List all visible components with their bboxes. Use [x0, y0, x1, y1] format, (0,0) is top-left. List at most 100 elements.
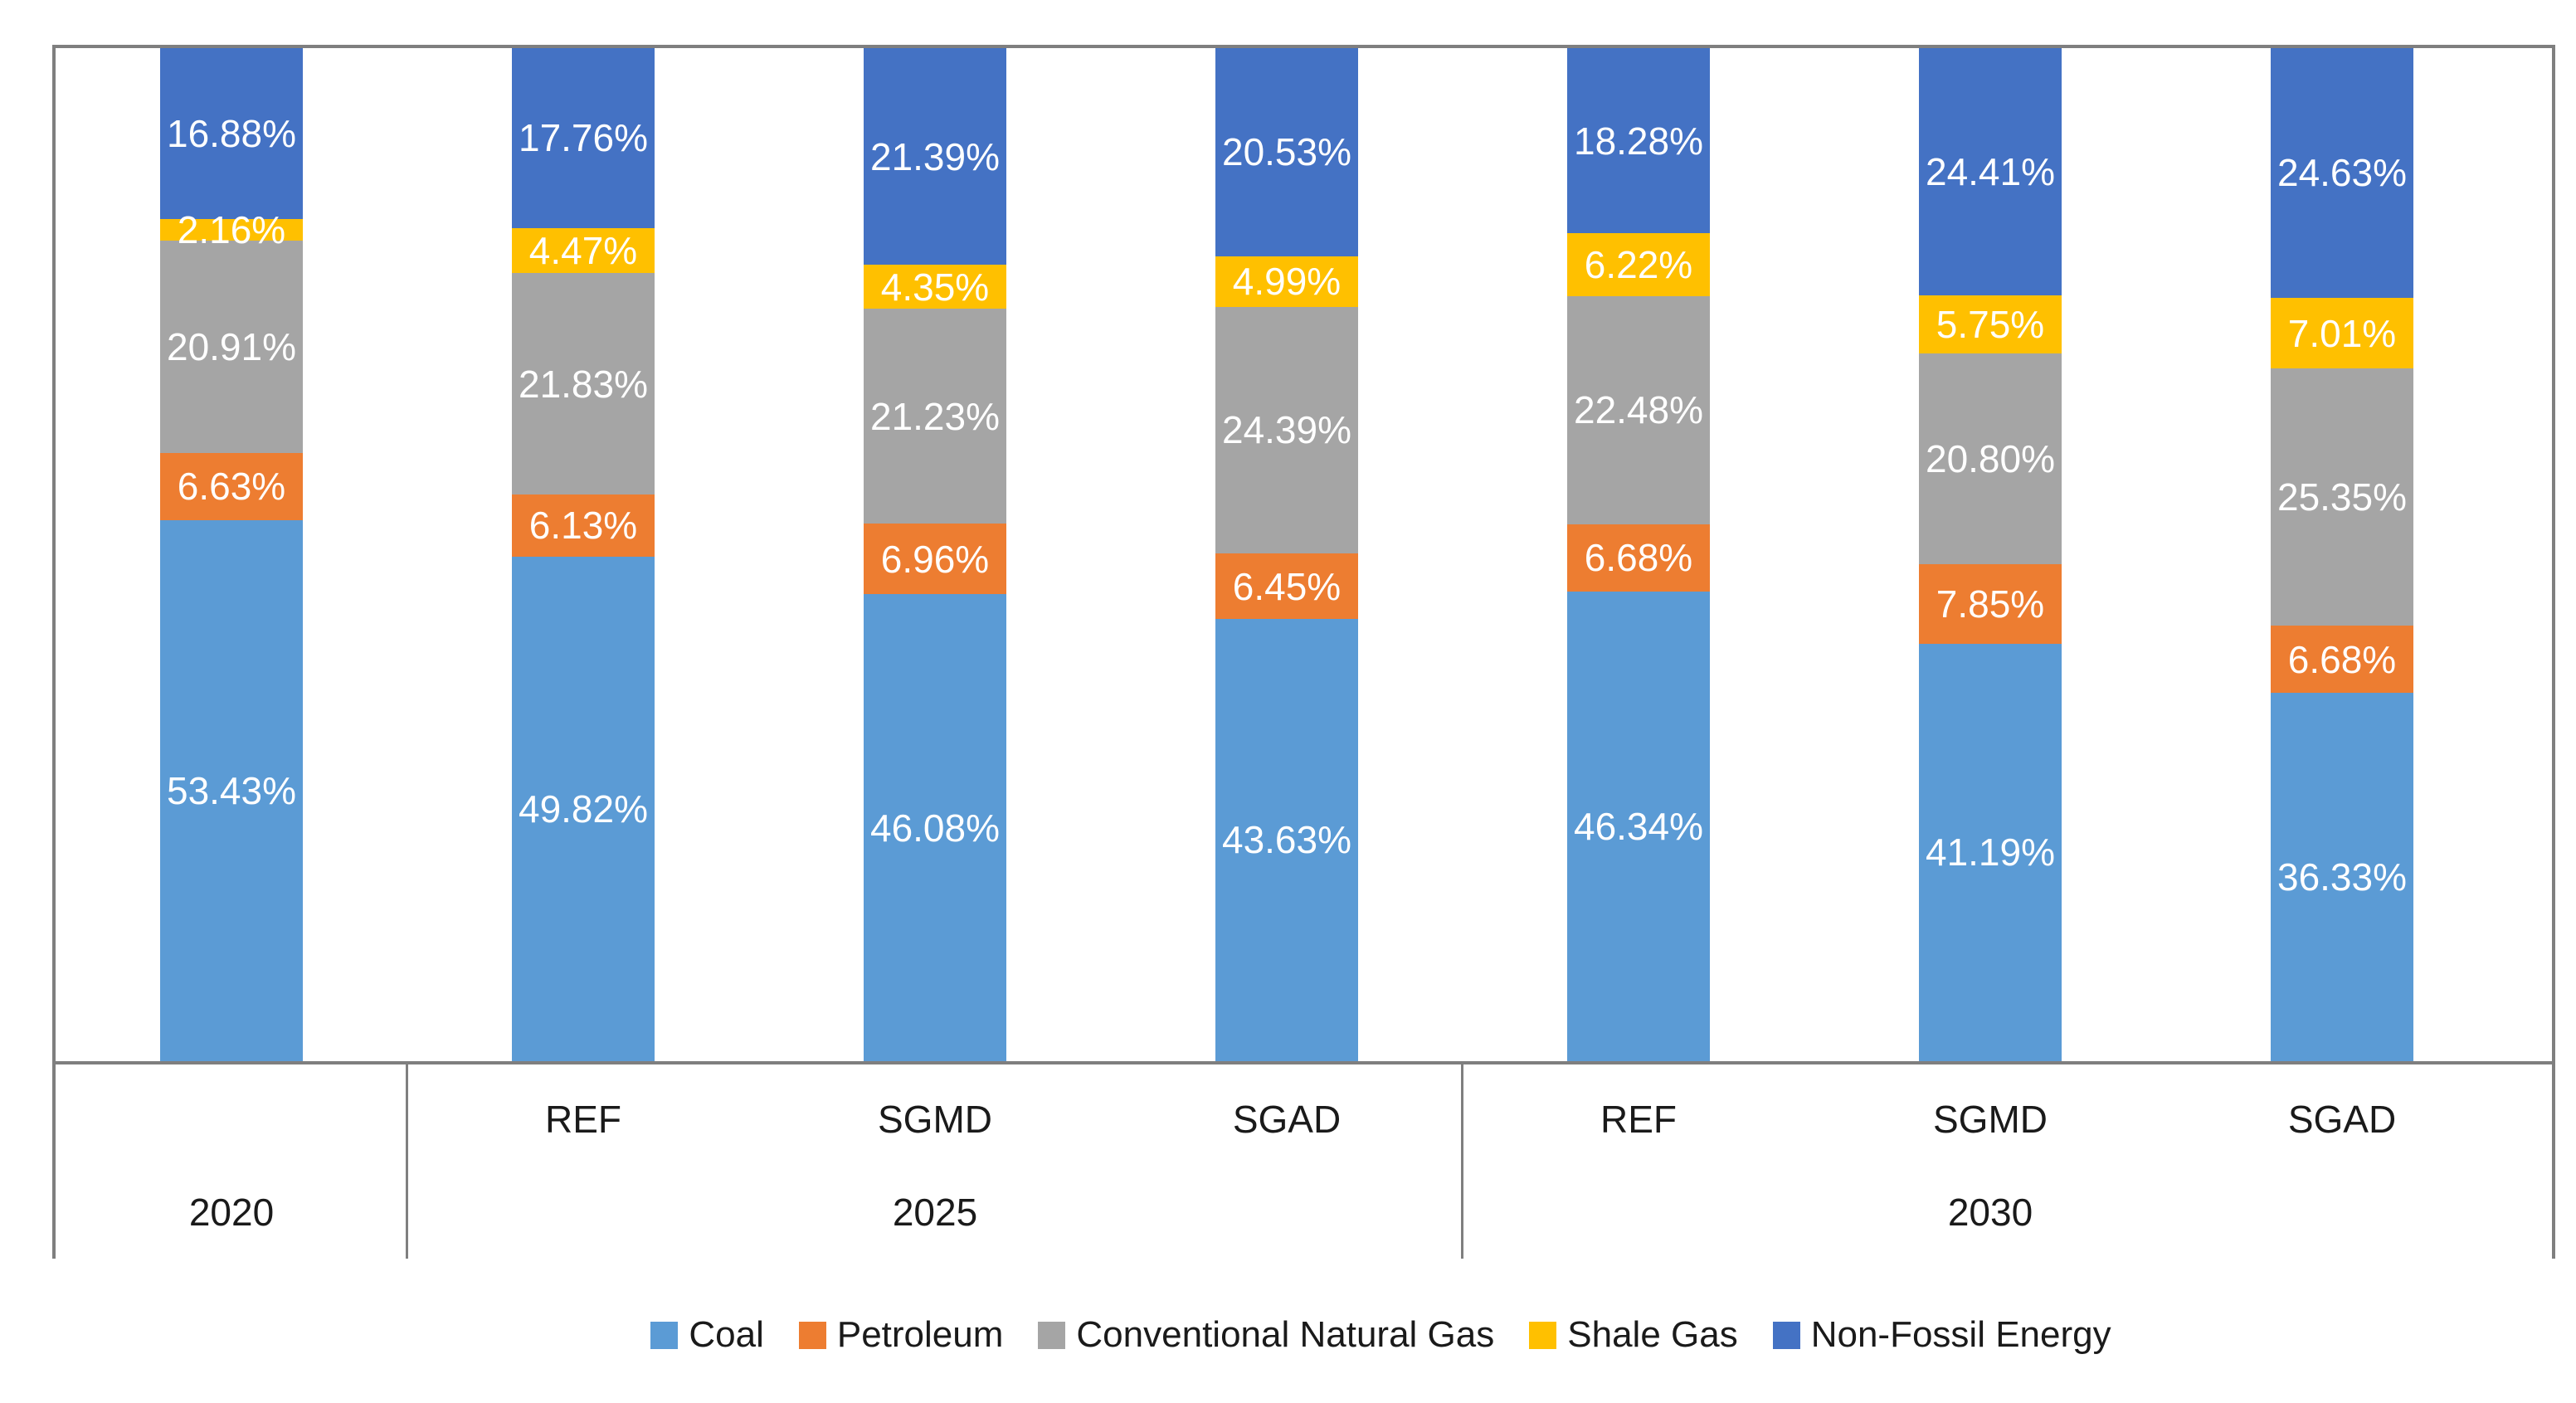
segment-label: 46.34% [1573, 805, 1703, 849]
segment-label: 20.91% [166, 325, 296, 369]
segment-conventional-natural-gas: 21.83% [512, 273, 655, 494]
plot-area: 16.88% 2.16% 20.91% 6.63% 53.43% 17.76% 4.47% 2… [52, 45, 2555, 1064]
segment-label: 6.68% [1584, 536, 1693, 580]
segment-label: 6.96% [880, 537, 990, 581]
segment-coal: 53.43% [160, 519, 303, 1061]
segment-label: 6.13% [528, 504, 638, 548]
segment-label: 5.75% [1936, 303, 2045, 347]
segment-label: 24.63% [2277, 151, 2407, 195]
segment-label: 24.39% [1221, 408, 1351, 452]
segment-non-fossil-energy: 24.41% [1919, 48, 2062, 296]
segment-label: 6.63% [177, 465, 286, 509]
segment-label: 4.99% [1232, 260, 1342, 304]
scenario-label: SGAD [2287, 1098, 2397, 1141]
segment-label: 7.01% [2287, 311, 2397, 355]
segment-label: 43.63% [1221, 818, 1351, 862]
segment-shale-gas: 4.99% [1215, 256, 1358, 307]
segment-label: 36.33% [2277, 855, 2407, 899]
legend-item-petroleum: Petroleum [798, 1314, 1003, 1356]
segment-label: 4.47% [528, 229, 638, 273]
segment-conventional-natural-gas: 22.48% [1567, 296, 1710, 524]
axis-edge-left [52, 1064, 56, 1259]
bars-container: 16.88% 2.16% 20.91% 6.63% 53.43% 17.76% 4.47% 2… [56, 48, 2552, 1062]
segment-label: 16.88% [166, 112, 296, 156]
segment-coal: 46.08% [864, 594, 1006, 1062]
legend-label: Non-Fossil Energy [1810, 1314, 2111, 1355]
segment-label: 7.85% [1936, 582, 2045, 626]
scenario-label: REF [1600, 1098, 1677, 1141]
legend-label: Shale Gas [1567, 1314, 1738, 1355]
segment-non-fossil-energy: 24.63% [2271, 48, 2413, 298]
bar-2030-ref: 18.28% 6.22% 22.48% 6.68% 46.34% [1567, 48, 1710, 1061]
legend-swatch-icon [1529, 1321, 1557, 1349]
legend-item-shale-gas: Shale Gas [1529, 1314, 1738, 1356]
legend-swatch-icon [798, 1321, 826, 1349]
segment-label: 18.28% [1573, 119, 1703, 163]
scenario-label: SGMD [1933, 1098, 2048, 1141]
segment-non-fossil-energy: 21.39% [864, 48, 1006, 265]
bar-2030-sgmd: 24.41% 5.75% 20.80% 7.85% 41.19% [1919, 48, 2062, 1061]
segment-conventional-natural-gas: 20.91% [160, 241, 303, 453]
segment-petroleum: 6.96% [864, 524, 1006, 595]
legend-swatch-icon [1772, 1321, 1800, 1349]
segment-shale-gas: 4.35% [864, 265, 1006, 309]
segment-label: 4.35% [880, 265, 990, 309]
scenario-label: REF [545, 1098, 621, 1141]
legend-item-coal: Coal [650, 1314, 764, 1356]
bar-2025-sgmd: 21.39% 4.35% 21.23% 6.96% 46.08% [864, 48, 1006, 1062]
segment-label: 20.80% [1925, 437, 2055, 481]
segment-shale-gas: 6.22% [1567, 233, 1710, 297]
segment-petroleum: 6.68% [2271, 625, 2413, 694]
axis-group-divider [1461, 1064, 1463, 1259]
segment-petroleum: 6.45% [1215, 553, 1358, 620]
segment-non-fossil-energy: 20.53% [1215, 48, 1358, 256]
segment-non-fossil-energy: 16.88% [160, 48, 303, 220]
segment-non-fossil-energy: 18.28% [1567, 48, 1710, 234]
segment-label: 53.43% [166, 768, 296, 812]
bar-2025-ref: 17.76% 4.47% 21.83% 6.13% 49.82% [512, 48, 655, 1062]
segment-petroleum: 6.63% [160, 452, 303, 520]
segment-label: 21.39% [869, 134, 1000, 178]
x-axis-line [52, 1061, 2555, 1064]
year-label: 2030 [1947, 1191, 2033, 1234]
year-label: 2025 [892, 1191, 978, 1234]
segment-conventional-natural-gas: 21.23% [864, 309, 1006, 524]
legend-swatch-icon [650, 1321, 679, 1349]
segment-shale-gas: 4.47% [512, 227, 655, 274]
segment-label: 24.41% [1925, 150, 2055, 194]
segment-label: 2.16% [177, 208, 286, 252]
legend-label: Coal [689, 1314, 764, 1355]
legend-item-conventional-natural-gas: Conventional Natural Gas [1038, 1314, 1494, 1356]
segment-label: 17.76% [518, 116, 648, 160]
segment-shale-gas: 5.75% [1919, 295, 2062, 354]
segment-shale-gas: 2.16% [160, 211, 303, 249]
segment-coal: 49.82% [512, 556, 655, 1062]
segment-coal: 36.33% [2271, 693, 2413, 1061]
segment-conventional-natural-gas: 24.39% [1215, 306, 1358, 554]
segment-label: 6.45% [1232, 564, 1342, 608]
axis-group-divider [406, 1064, 408, 1259]
segment-petroleum: 6.68% [1567, 524, 1710, 592]
bar-2025-sgad: 20.53% 4.99% 24.39% 6.45% 43.63% [1215, 48, 1358, 1061]
segment-label: 6.22% [1584, 243, 1693, 287]
segment-petroleum: 7.85% [1919, 564, 2062, 645]
segment-label: 49.82% [518, 787, 648, 831]
segment-label: 21.83% [518, 362, 648, 406]
axis-edge-right [2552, 1064, 2555, 1259]
segment-label: 25.35% [2277, 475, 2407, 519]
bar-2020: 16.88% 2.16% 20.91% 6.63% 53.43% [160, 48, 303, 1061]
segment-label: 21.23% [869, 394, 1000, 438]
legend-label: Conventional Natural Gas [1076, 1314, 1495, 1355]
segment-label: 22.48% [1573, 388, 1703, 432]
segment-label: 20.53% [1221, 130, 1351, 174]
scenario-label: SGMD [878, 1098, 992, 1141]
legend-item-non-fossil-energy: Non-Fossil Energy [1772, 1314, 2111, 1356]
bar-2030-sgad: 24.63% 7.01% 25.35% 6.68% 36.33% [2271, 48, 2413, 1061]
segment-non-fossil-energy: 17.76% [512, 48, 655, 228]
segment-petroleum: 6.13% [512, 494, 655, 557]
year-label: 2020 [188, 1191, 275, 1234]
segment-conventional-natural-gas: 20.80% [1919, 353, 2062, 565]
segment-coal: 41.19% [1919, 644, 2062, 1061]
segment-conventional-natural-gas: 25.35% [2271, 368, 2413, 626]
